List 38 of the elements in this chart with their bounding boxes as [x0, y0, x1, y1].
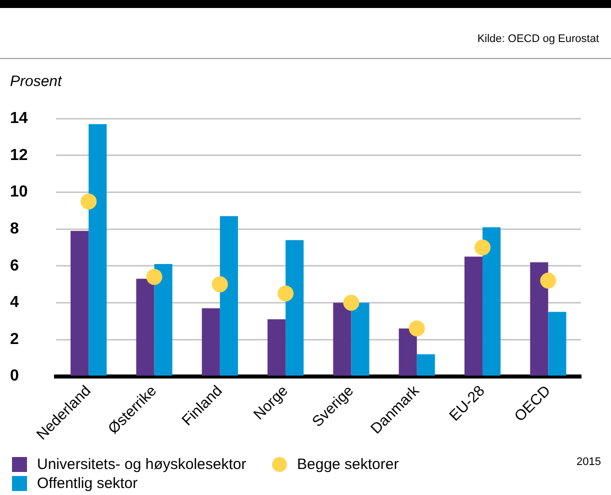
bar — [202, 308, 220, 376]
legend-label: Begge sektorer — [297, 456, 399, 473]
point — [278, 285, 294, 302]
point — [146, 268, 162, 285]
text: Kilde: OECD og Eurostat — [477, 33, 599, 45]
bar — [70, 230, 89, 376]
point — [343, 294, 360, 311]
bar — [220, 216, 238, 376]
bar — [416, 354, 435, 376]
bar — [548, 312, 566, 376]
bar — [351, 302, 370, 376]
y-tick-label: 6 — [10, 257, 19, 274]
bar — [333, 302, 352, 376]
y-tick-label: 4 — [10, 294, 19, 312]
bar — [268, 319, 286, 376]
bar — [88, 124, 107, 376]
bar — [464, 256, 483, 376]
bar — [136, 278, 154, 376]
bar — [530, 262, 548, 376]
legend-label: Universitets- og høyskolesektor — [37, 456, 246, 473]
y-tick-label: 12 — [10, 146, 28, 164]
y-tick-label: 2 — [10, 330, 19, 348]
legend-label: Offentlig sektor — [37, 475, 138, 492]
y-tick-label: 10 — [10, 184, 28, 201]
bar — [398, 328, 417, 376]
text: 2015 — [576, 456, 601, 468]
bar — [154, 264, 172, 376]
y-tick-label: 0 — [10, 368, 19, 385]
bar — [482, 227, 501, 376]
point — [80, 193, 97, 210]
point — [212, 276, 228, 292]
y-axis-title: Prosent — [10, 73, 62, 90]
point — [408, 320, 425, 336]
point — [540, 272, 556, 289]
bar — [286, 240, 304, 376]
y-tick-label: 14 — [10, 110, 28, 128]
y-tick-label: 8 — [10, 220, 19, 238]
point — [474, 239, 491, 256]
